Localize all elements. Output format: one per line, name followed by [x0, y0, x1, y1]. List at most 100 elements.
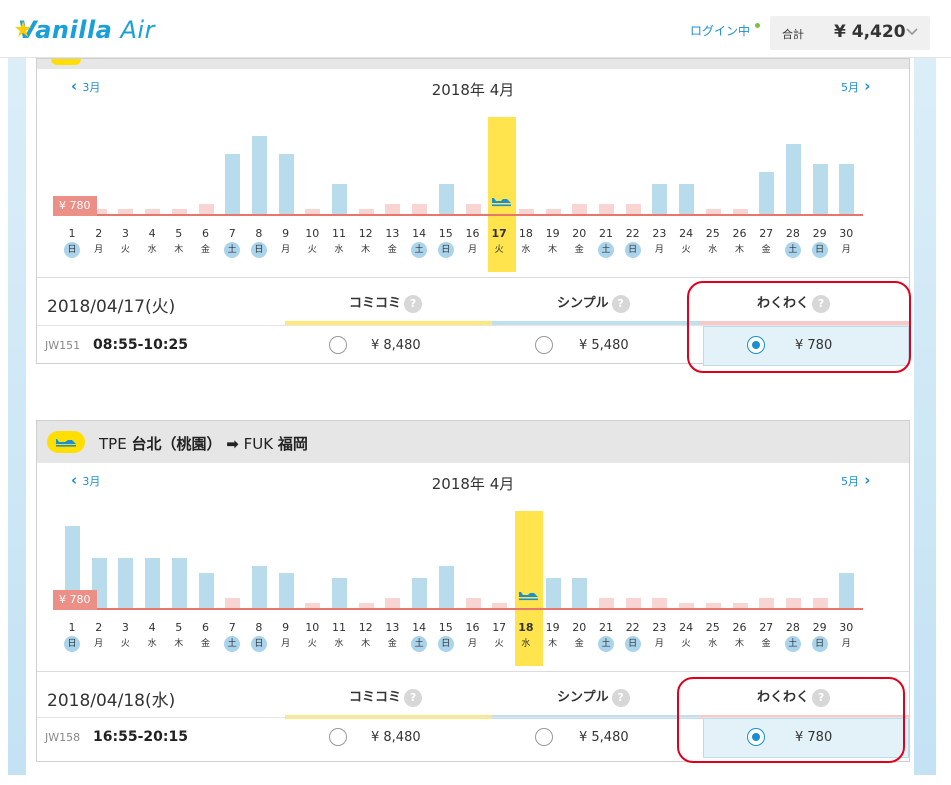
- calendar-day-4[interactable]: 4: [148, 227, 156, 240]
- fare-bar-day-7[interactable]: [225, 154, 241, 214]
- fare-radio-1[interactable]: [329, 336, 347, 354]
- help-icon[interactable]: ?: [812, 294, 831, 313]
- fare-bar-day-24[interactable]: [679, 603, 695, 608]
- calendar-day-9[interactable]: 9: [282, 227, 290, 240]
- prev-month-link[interactable]: ‹ 3月: [71, 77, 100, 95]
- selected-fare-cell[interactable]: [703, 718, 909, 758]
- calendar-day-18[interactable]: 18: [518, 621, 534, 634]
- fare-bar-day-7[interactable]: [225, 598, 241, 608]
- calendar-day-9[interactable]: 9: [282, 621, 290, 634]
- fare-bar-day-5[interactable]: [171, 209, 187, 214]
- calendar-day-20[interactable]: 20: [572, 621, 587, 634]
- vanilla-air-logo[interactable]: Vanilla Air: [15, 10, 155, 50]
- calendar-day-11[interactable]: 11: [332, 621, 346, 634]
- calendar-day-26[interactable]: 26: [732, 227, 747, 240]
- fare-bar-day-25[interactable]: [705, 603, 721, 608]
- calendar-day-5[interactable]: 5: [175, 621, 183, 634]
- fare-bar-day-10[interactable]: [305, 209, 321, 214]
- fare-bar-day-27[interactable]: [759, 172, 775, 214]
- fare-bar-day-28[interactable]: [785, 144, 801, 214]
- fare-bar-day-20[interactable]: [572, 204, 588, 214]
- fare-bar-day-28[interactable]: [785, 598, 801, 608]
- calendar-day-27[interactable]: 27: [759, 227, 774, 240]
- help-icon[interactable]: ?: [404, 294, 423, 313]
- fare-bar-day-29[interactable]: [812, 598, 828, 608]
- fare-bar-day-3[interactable]: [118, 209, 134, 214]
- fare-bar-day-24[interactable]: [679, 184, 695, 214]
- fare-bar-day-6[interactable]: [198, 204, 214, 214]
- calendar-day-15[interactable]: 15: [438, 227, 453, 240]
- calendar-day-23[interactable]: 23: [652, 621, 667, 634]
- fare-bar-day-8[interactable]: [251, 566, 267, 608]
- calendar-day-30[interactable]: 30: [839, 227, 854, 240]
- calendar-day-22[interactable]: 22: [625, 227, 640, 240]
- fare-bar-day-9[interactable]: [278, 154, 294, 214]
- calendar-day-13[interactable]: 13: [385, 227, 400, 240]
- flight-row[interactable]: JW151 08:55-10:25 ¥ 8,480 ¥ 5,480 ¥ 780: [37, 325, 909, 366]
- fare-bar-day-13[interactable]: [385, 204, 401, 214]
- fare-radio-2[interactable]: [535, 728, 553, 746]
- calendar-day-1[interactable]: 1: [68, 621, 76, 634]
- fare-bar-day-26[interactable]: [732, 209, 748, 214]
- help-icon[interactable]: ?: [611, 688, 630, 707]
- next-month-link[interactable]: 5月 ›: [841, 77, 870, 95]
- prev-month-link[interactable]: ‹ 3月: [71, 471, 100, 489]
- calendar-day-13[interactable]: 13: [385, 621, 400, 634]
- fare-bar-day-14[interactable]: [412, 204, 428, 214]
- help-icon[interactable]: ?: [812, 688, 831, 707]
- calendar-day-3[interactable]: 3: [121, 227, 129, 240]
- calendar-day-3[interactable]: 3: [121, 621, 129, 634]
- calendar-day-24[interactable]: 24: [679, 621, 694, 634]
- fare-bar-day-4[interactable]: [145, 209, 161, 214]
- calendar-day-27[interactable]: 27: [759, 621, 774, 634]
- next-month-link[interactable]: 5月 ›: [841, 471, 870, 489]
- calendar-day-12[interactable]: 12: [358, 227, 373, 240]
- help-icon[interactable]: ?: [611, 294, 630, 313]
- fare-bar-day-13[interactable]: [385, 598, 401, 608]
- calendar-day-14[interactable]: 14: [412, 227, 427, 240]
- fare-radio-3[interactable]: [747, 336, 765, 354]
- fare-bar-day-20[interactable]: [572, 578, 588, 608]
- fare-bar-day-15[interactable]: [438, 566, 454, 608]
- fare-bar-day-15[interactable]: [438, 184, 454, 214]
- calendar-day-4[interactable]: 4: [148, 621, 156, 634]
- fare-bar-day-16[interactable]: [465, 598, 481, 608]
- calendar-day-5[interactable]: 5: [175, 227, 183, 240]
- calendar-day-30[interactable]: 30: [839, 621, 854, 634]
- fare-bar-day-19[interactable]: [545, 209, 561, 214]
- fare-bar-day-17[interactable]: [492, 603, 508, 608]
- calendar-day-19[interactable]: 19: [545, 621, 560, 634]
- calendar-day-18[interactable]: 18: [518, 227, 533, 240]
- fare-bar-day-22[interactable]: [625, 598, 641, 608]
- selected-day-highlight[interactable]: [488, 117, 517, 272]
- fare-bar-day-26[interactable]: [732, 603, 748, 608]
- fare-bar-day-12[interactable]: [358, 603, 374, 608]
- fare-bar-day-5[interactable]: [171, 558, 187, 608]
- calendar-day-1[interactable]: 1: [68, 227, 76, 240]
- calendar-day-10[interactable]: 10: [305, 621, 320, 634]
- fare-bar-day-12[interactable]: [358, 209, 374, 214]
- calendar-day-2[interactable]: 2: [95, 621, 103, 634]
- calendar-day-8[interactable]: 8: [255, 227, 263, 240]
- calendar-day-7[interactable]: 7: [228, 621, 236, 634]
- calendar-day-23[interactable]: 23: [652, 227, 667, 240]
- calendar-day-16[interactable]: 16: [465, 227, 480, 240]
- calendar-day-6[interactable]: 6: [202, 621, 209, 634]
- fare-radio-2[interactable]: [535, 336, 553, 354]
- calendar-day-12[interactable]: 12: [358, 621, 373, 634]
- calendar-day-16[interactable]: 16: [465, 621, 480, 634]
- fare-bar-day-11[interactable]: [332, 578, 347, 608]
- calendar-day-21[interactable]: 21: [599, 621, 613, 634]
- fare-bar-day-19[interactable]: [545, 578, 561, 608]
- flight-row[interactable]: JW158 16:55-20:15 ¥ 8,480 ¥ 5,480 ¥ 780: [37, 717, 909, 758]
- fare-bar-day-9[interactable]: [278, 573, 294, 608]
- calendar-day-20[interactable]: 20: [572, 227, 587, 240]
- fare-radio-3[interactable]: [747, 728, 765, 746]
- calendar-day-10[interactable]: 10: [305, 227, 320, 240]
- fare-bar-day-16[interactable]: [465, 204, 481, 214]
- calendar-day-29[interactable]: 29: [812, 621, 827, 634]
- total-price-box[interactable]: 合計 ¥ 4,420: [770, 16, 930, 50]
- calendar-day-21[interactable]: 21: [599, 227, 613, 240]
- calendar-day-29[interactable]: 29: [812, 227, 827, 240]
- fare-radio-1[interactable]: [329, 728, 347, 746]
